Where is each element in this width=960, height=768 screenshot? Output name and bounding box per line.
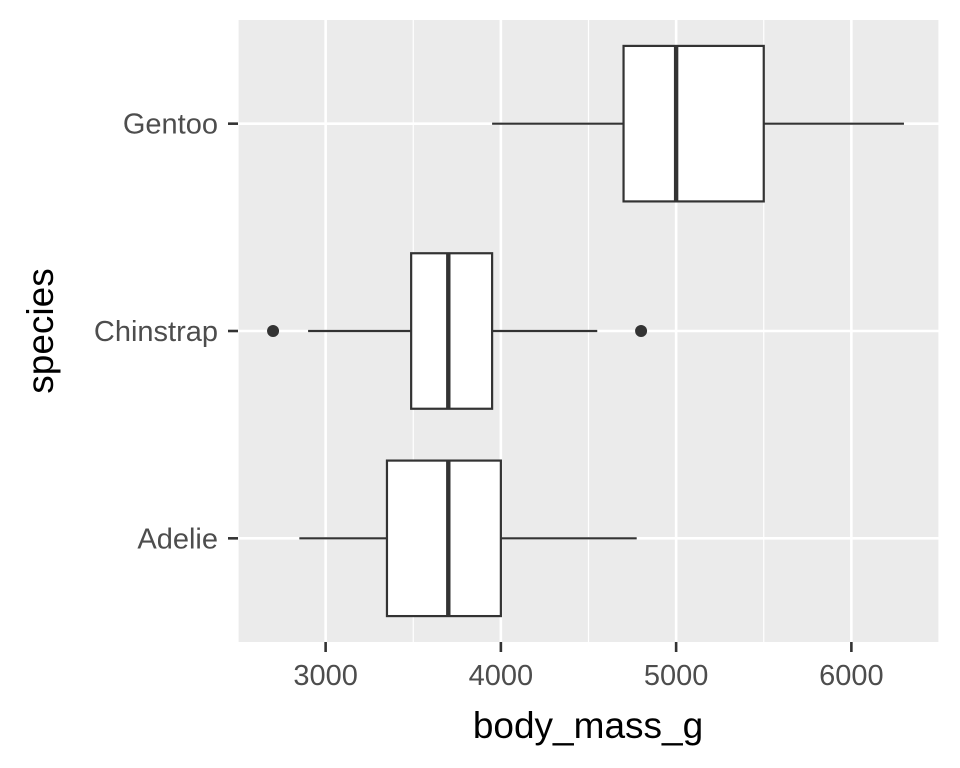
y-tick-label: Adelie: [137, 523, 218, 555]
y-axis-title: species: [20, 268, 61, 393]
y-tick-label: Chinstrap: [94, 316, 218, 348]
outlier-point: [635, 325, 648, 337]
box-group-chinstrap: [267, 252, 648, 410]
outlier-point: [267, 325, 280, 337]
x-tick-label: 3000: [293, 660, 358, 692]
box-group-gentoo: [492, 44, 904, 203]
x-tick-label: 4000: [469, 660, 534, 692]
x-axis: 3000 4000 5000 6000: [293, 642, 884, 692]
x-axis-title: body_mass_g: [473, 705, 703, 746]
boxes: [267, 44, 904, 618]
iqr-box: [385, 459, 502, 618]
box-group-adelie: [299, 459, 637, 618]
y-tick-label: Gentoo: [123, 109, 218, 141]
iqr-box: [410, 252, 494, 410]
y-axis: Adelie Chinstrap Gentoo: [94, 109, 238, 555]
x-tick-label: 5000: [644, 660, 709, 692]
x-tick-label: 6000: [819, 660, 884, 692]
iqr-box: [622, 44, 765, 203]
